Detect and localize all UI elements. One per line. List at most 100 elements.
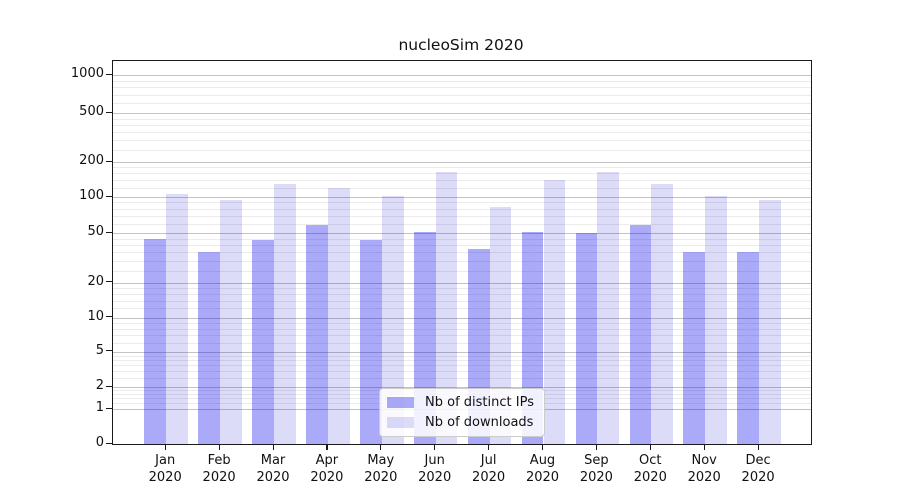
- y-tick-label-1000: 1000: [70, 66, 104, 81]
- bar-distinct-ips-sep: [575, 233, 598, 444]
- x-tick-label-jun: Jun 2020: [403, 453, 467, 486]
- x-tick-label-sep: Sep 2020: [564, 453, 628, 486]
- x-tickmark-jul: [488, 444, 490, 450]
- minor-gridline-450: [113, 118, 811, 120]
- minor-gridline-120: [113, 187, 811, 189]
- bar-downloads-sep: [597, 171, 620, 444]
- y-tickmark-100: [106, 195, 112, 197]
- y-tick-label-100: 100: [79, 188, 104, 203]
- x-tick-month-jul: Jul: [480, 453, 497, 468]
- bar-downloads-apr: [327, 187, 350, 444]
- minor-gridline-35: [113, 252, 811, 254]
- minor-gridline-14: [113, 300, 811, 302]
- x-tick-month-nov: Nov: [691, 453, 717, 468]
- minor-gridline-4.5: [113, 355, 811, 357]
- minor-gridline-25: [113, 270, 811, 272]
- minor-gridline-4: [113, 360, 811, 362]
- y-tickmark-0: [106, 442, 112, 444]
- legend: Nb of distinct IPs Nb of downloads: [379, 388, 545, 437]
- x-tickmark-nov: [703, 444, 705, 450]
- bar-distinct-ips-feb: [198, 252, 221, 444]
- legend-swatch-downloads: [387, 417, 415, 428]
- minor-gridline-90: [113, 202, 811, 204]
- minor-gridline-80: [113, 208, 811, 210]
- x-tick-month-oct: Oct: [639, 453, 662, 468]
- minor-gridline-12: [113, 308, 811, 310]
- bar-downloads-oct: [651, 183, 674, 444]
- y-tickmark-200: [106, 160, 112, 162]
- y-tick-label-0: 0: [95, 435, 104, 451]
- x-tick-month-mar: Mar: [260, 453, 286, 468]
- x-tickmark-aug: [542, 444, 544, 450]
- x-tick-month-jan: Jan: [155, 453, 176, 468]
- x-tick-label-dec: Dec 2020: [726, 453, 790, 486]
- minor-gridline-600: [113, 103, 811, 104]
- x-tick-year-may: 2020: [364, 469, 398, 485]
- minor-gridline-250: [113, 150, 811, 152]
- x-tickmark-oct: [649, 444, 651, 450]
- x-tick-label-apr: Apr 2020: [295, 453, 359, 486]
- minor-gridline-9: [113, 322, 811, 324]
- y-tickmark-1000: [106, 73, 112, 75]
- x-tick-year-oct: 2020: [633, 469, 667, 485]
- bar-distinct-ips-jan: [144, 238, 167, 444]
- bar-downloads-jun: [435, 171, 458, 444]
- y-tickmark-1: [106, 407, 112, 409]
- x-tickmark-jan: [164, 444, 166, 450]
- legend-label-downloads: Nb of downloads: [425, 415, 534, 430]
- bar-downloads-dec: [759, 199, 781, 444]
- y-tick-label-500: 500: [79, 104, 104, 119]
- minor-gridline-40: [113, 245, 811, 247]
- y-tickmark-5: [106, 350, 112, 352]
- bar-downloads-may: [381, 196, 404, 444]
- chart-title: nucleoSim 2020: [398, 36, 524, 54]
- major-gridline-1000: [113, 75, 811, 76]
- y-tickmark-20: [106, 281, 112, 283]
- minor-gridline-300: [113, 140, 811, 142]
- minor-gridline-160: [113, 173, 811, 175]
- minor-gridline-140: [113, 180, 811, 181]
- x-tickmark-mar: [272, 444, 274, 450]
- major-gridline-50: [113, 233, 811, 234]
- minor-gridline-350: [113, 132, 811, 134]
- minor-gridline-60: [113, 223, 811, 225]
- minor-gridline-7: [113, 335, 811, 337]
- x-tick-month-dec: Dec: [745, 453, 771, 468]
- y-tick-label-200: 200: [79, 153, 104, 168]
- minor-gridline-900: [113, 80, 811, 82]
- major-gridline-100: [113, 197, 811, 198]
- x-tick-year-jul: 2020: [472, 469, 506, 485]
- minor-gridline-16: [113, 293, 811, 295]
- minor-gridline-180: [113, 167, 811, 169]
- bar-distinct-ips-mar: [252, 239, 274, 444]
- x-tick-month-feb: Feb: [207, 453, 231, 468]
- x-tickmark-jun: [434, 444, 436, 450]
- x-tick-year-jun: 2020: [418, 469, 452, 485]
- minor-gridline-2.5: [113, 378, 811, 380]
- minor-gridline-3: [113, 371, 811, 373]
- x-tick-month-sep: Sep: [584, 453, 609, 468]
- x-tick-month-apr: Apr: [315, 453, 339, 468]
- y-tick-label-50: 50: [87, 224, 104, 239]
- x-tick-year-aug: 2020: [525, 469, 560, 485]
- x-tick-year-sep: 2020: [579, 469, 613, 485]
- minor-gridline-800: [113, 87, 811, 89]
- minor-gridline-8: [113, 328, 811, 330]
- minor-gridline-3.5: [113, 365, 811, 367]
- major-gridline-500: [113, 113, 811, 114]
- minor-gridline-30: [113, 260, 811, 262]
- y-tickmark-50: [106, 231, 112, 233]
- x-tick-year-mar: 2020: [256, 469, 290, 485]
- minor-gridline-400: [113, 124, 811, 126]
- bar-distinct-ips-may: [360, 239, 382, 444]
- x-tick-year-nov: 2020: [687, 469, 721, 485]
- major-gridline-10: [113, 317, 811, 319]
- bar-downloads-aug: [543, 180, 566, 444]
- legend-item-downloads: Nb of downloads: [387, 415, 534, 430]
- legend-label-distinct-ips: Nb of distinct IPs: [425, 395, 534, 410]
- x-tick-month-may: May: [367, 453, 395, 468]
- x-tickmark-may: [380, 444, 382, 450]
- y-tickmark-10: [106, 316, 112, 318]
- legend-item-distinct-ips: Nb of distinct IPs: [387, 395, 534, 410]
